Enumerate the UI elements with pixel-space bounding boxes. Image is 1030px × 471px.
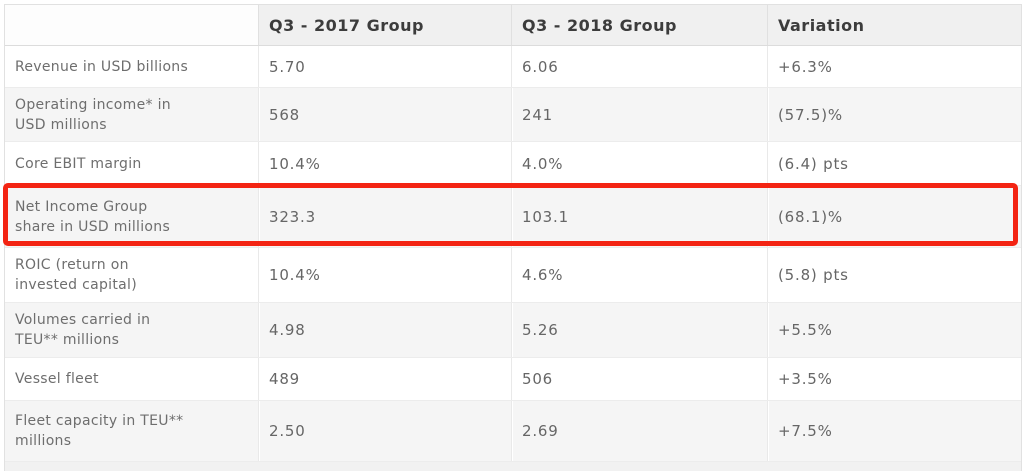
cell-value-text: 4.98	[269, 321, 306, 339]
row-label-line: millions	[15, 433, 72, 449]
column-header-empty	[5, 5, 258, 45]
cell-value: (57.5)%	[767, 88, 1021, 141]
row-label: Fleet capacity in TEU** millions	[5, 401, 258, 461]
cell-value-text: 2.69	[522, 422, 559, 440]
cell-value: 506	[511, 358, 767, 400]
table-row: Vessel fleet 489 506 +3.5%	[5, 358, 1021, 401]
row-label-line: Core EBIT margin	[15, 155, 142, 172]
quarterly-results-table: Q3 - 2017 Group Q3 - 2018 Group Variatio…	[4, 4, 1022, 471]
cell-value: +3.5%	[767, 358, 1021, 400]
table-body: Revenue in USD billions 5.70 6.06 +6.3% Oper…	[5, 46, 1021, 462]
cell-value-text: +5.5%	[778, 321, 833, 339]
cell-value-text: 4.6%	[522, 266, 564, 284]
cell-value-text: 10.4%	[269, 266, 321, 284]
cell-value-text: 568	[269, 105, 301, 124]
cell-value-text: 5.26	[522, 321, 559, 339]
cell-value: 5.70	[258, 46, 511, 87]
table-row: Revenue in USD billions 5.70 6.06 +6.3%	[5, 46, 1021, 88]
row-label-line: invested capital)	[15, 277, 137, 293]
cell-value-text: (57.5)%	[778, 105, 843, 124]
cell-value: 5.26	[511, 303, 767, 357]
cell-value-text: 506	[522, 370, 554, 388]
cell-value: 4.98	[258, 303, 511, 357]
table-row: Operating income* in USD millions 568 241 (5…	[5, 88, 1021, 142]
cell-value-text: +7.5%	[778, 422, 833, 440]
table-row: Core EBIT margin 10.4% 4.0% (6.4) pts	[5, 142, 1021, 186]
cell-value: 4.0%	[511, 142, 767, 185]
row-label-line: share in USD millions	[15, 218, 171, 235]
cell-value-text: +6.3%	[778, 57, 833, 76]
row-label: Operating income* in USD millions	[5, 88, 258, 141]
cell-value: 103.1	[511, 186, 767, 247]
cell-value-text: (6.4) pts	[778, 154, 849, 173]
row-label: ROIC (return on invested capital)	[5, 248, 258, 302]
cell-value-text: (68.1)%	[778, 207, 843, 226]
row-label-line: Fleet capacity in TEU**	[15, 413, 184, 429]
cell-value: (68.1)%	[767, 186, 1021, 247]
column-header-q3-2017-group: Q3 - 2017 Group	[258, 5, 511, 45]
cell-value-text: 5.70	[269, 57, 306, 76]
cell-value: 2.50	[258, 401, 511, 461]
cell-value: 241	[511, 88, 767, 141]
row-label: Net Income Group share in USD millions	[5, 186, 258, 247]
cell-value: 323.3	[258, 186, 511, 247]
cell-value: +7.5%	[767, 401, 1021, 461]
table-bottom-strip	[5, 462, 1021, 471]
cell-value-text: 2.50	[269, 422, 306, 440]
cell-value: 4.6%	[511, 248, 767, 302]
cell-value: (6.4) pts	[767, 142, 1021, 185]
cell-value: 489	[258, 358, 511, 400]
cell-value-text: (5.8) pts	[778, 266, 849, 284]
cell-value-text: 10.4%	[269, 154, 321, 173]
row-label-line: Vessel fleet	[15, 371, 99, 387]
row-label: Revenue in USD billions	[5, 46, 258, 87]
table-row: ROIC (return on invested capital) 10.4% 4.6…	[5, 248, 1021, 303]
row-label-line: TEU** millions	[15, 332, 120, 348]
table-header-row: Q3 - 2017 Group Q3 - 2018 Group Variatio…	[5, 5, 1021, 46]
cell-value: +6.3%	[767, 46, 1021, 87]
row-label: Core EBIT margin	[5, 142, 258, 185]
row-label: Vessel fleet	[5, 358, 258, 400]
cell-value-text: 4.0%	[522, 154, 564, 173]
cell-value-text: 241	[522, 105, 554, 124]
table-row: Net Income Group share in USD millions 323…	[5, 186, 1021, 248]
row-label-line: ROIC (return on	[15, 257, 129, 273]
cell-value-text: 323.3	[269, 207, 316, 226]
row-label-line: Operating income* in	[15, 96, 171, 113]
row-label-line: Revenue in USD billions	[15, 58, 189, 75]
table-row: Volumes carried in TEU** millions 4.98 5.26…	[5, 303, 1021, 358]
cell-value: (5.8) pts	[767, 248, 1021, 302]
cell-value: 568	[258, 88, 511, 141]
cell-value-text: +3.5%	[778, 370, 833, 388]
column-header-variation: Variation	[767, 5, 1021, 45]
row-label-line: USD millions	[15, 116, 107, 133]
cell-value-text: 6.06	[522, 57, 559, 76]
column-header-q3-2018-group: Q3 - 2018 Group	[511, 5, 767, 45]
cell-value-text: 489	[269, 370, 301, 388]
table-row: Fleet capacity in TEU** millions 2.50 2.69 +…	[5, 401, 1021, 462]
cell-value: +5.5%	[767, 303, 1021, 357]
row-label-line: Volumes carried in	[15, 312, 151, 328]
cell-value: 10.4%	[258, 248, 511, 302]
cell-value: 10.4%	[258, 142, 511, 185]
cell-value-text: 103.1	[522, 207, 569, 226]
row-label-line: Net Income Group	[15, 198, 148, 215]
row-label: Volumes carried in TEU** millions	[5, 303, 258, 357]
cell-value: 2.69	[511, 401, 767, 461]
cell-value: 6.06	[511, 46, 767, 87]
